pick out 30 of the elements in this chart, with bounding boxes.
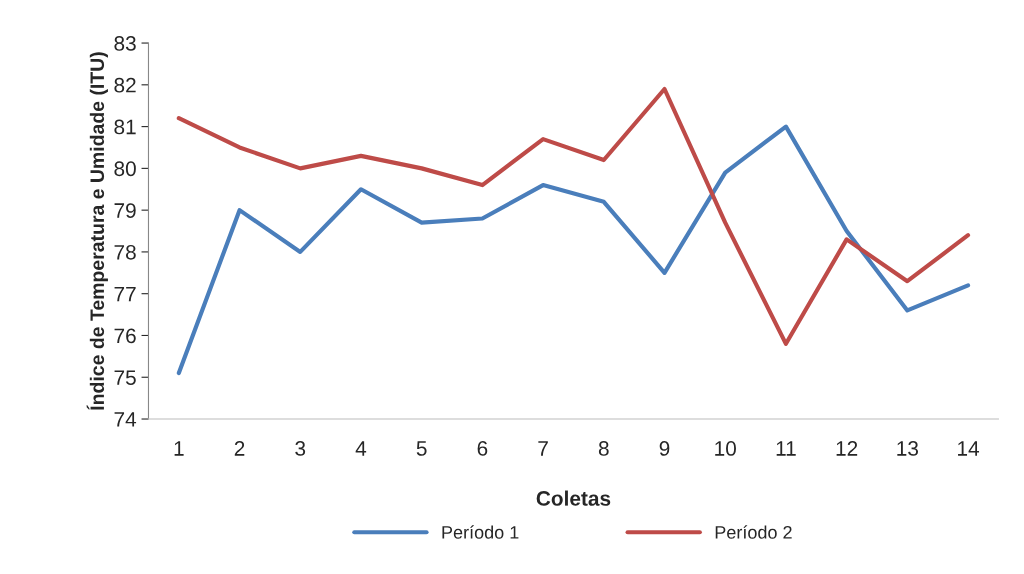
line-series (176, 86, 971, 346)
x-tick-label: 14 (958, 441, 980, 456)
x-tick-label: 3 (295, 441, 306, 456)
x-tick-label: 4 (355, 441, 367, 456)
y-tick-label: 81 (114, 119, 136, 135)
x-tick-label: 1 (174, 441, 184, 456)
legend-label: Período 2 (715, 525, 792, 539)
x-tick-label: 13 (897, 441, 919, 456)
y-tick-label: 76 (114, 328, 136, 344)
y-tick-label: 83 (114, 36, 136, 51)
x-axis-title: Coletas (536, 490, 611, 506)
y-tick-label: 74 (114, 412, 137, 427)
y-tick-label: 75 (114, 370, 136, 385)
y-tick-label: 79 (114, 203, 136, 218)
x-tick-label: 11 (776, 441, 796, 456)
x-tick-label: 5 (416, 441, 427, 456)
x-tick-label: 6 (477, 441, 488, 456)
y-tick-label: 82 (114, 77, 136, 93)
y-tick-label: 80 (114, 161, 136, 177)
y-axis-title: Índice de Temperatura e Umidade (ITU) (86, 52, 108, 410)
line-series (176, 124, 971, 376)
x-tick-label: 12 (836, 441, 858, 456)
y-tick-label: 78 (114, 244, 136, 260)
y-tick-label: 77 (114, 286, 136, 302)
legend-label: Período 1 (442, 525, 519, 539)
x-tick-label: 7 (538, 441, 548, 456)
x-tick-label: 8 (598, 441, 609, 456)
x-tick-label: 10 (715, 441, 736, 456)
x-tick-label: 2 (234, 441, 245, 456)
x-tick-label: 9 (659, 441, 670, 456)
